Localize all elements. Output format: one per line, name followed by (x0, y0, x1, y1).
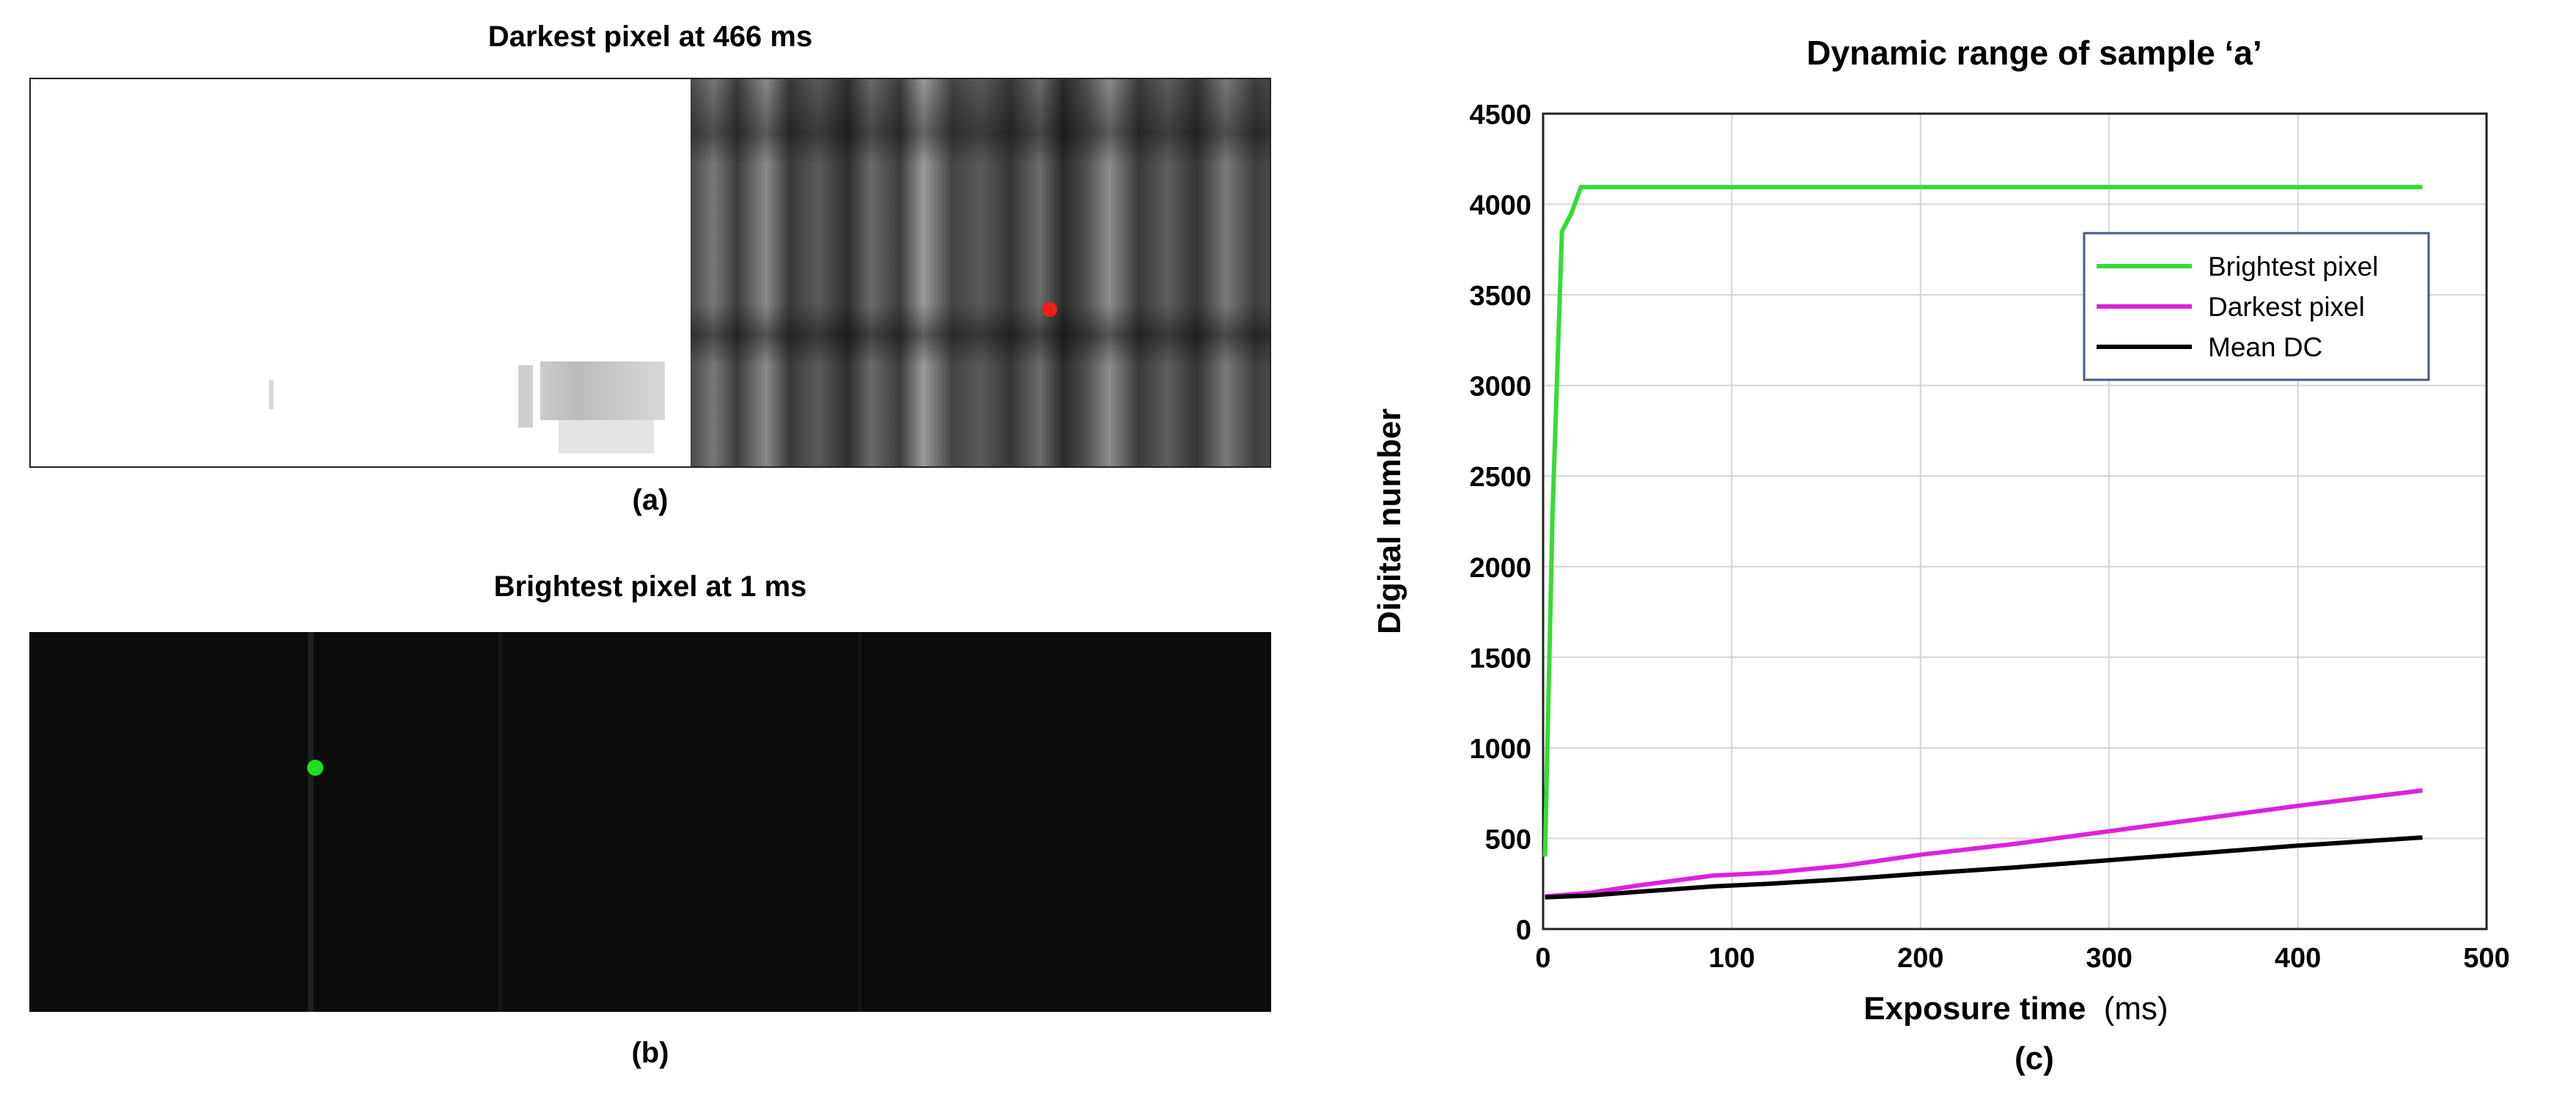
y-tick-label: 3500 (1469, 281, 1531, 312)
series-line-brightest-pixel (1542, 185, 2423, 857)
y-tick-label: 1000 (1469, 734, 1531, 765)
y-tick-label: 4500 (1469, 100, 1531, 131)
y-tick-label: 2000 (1469, 553, 1531, 584)
x-axis-label-name: Exposure time (1863, 991, 2086, 1027)
brightest-pixel-marker-layer (307, 760, 323, 776)
series-line-mean-dc (1545, 835, 2423, 900)
y-axis-label: Digital number (1372, 408, 1407, 634)
chart-title: Dynamic range of sample ‘a’ (1806, 34, 2262, 72)
x-axis-label: Exposure time (ms) (1863, 991, 2168, 1027)
x-tick-label: 100 (1709, 943, 1755, 974)
darkest-pixel-image (29, 78, 1271, 468)
panel-b-caption: (b) (631, 1037, 669, 1069)
x-tick-labels: 0 100 200 300 400 500 (1535, 943, 2509, 974)
y-tick-label: 4000 (1469, 191, 1531, 221)
x-axis-label-unit: (ms) (2104, 991, 2168, 1027)
chart-series (1542, 185, 2423, 900)
legend-label: Mean DC (2208, 332, 2322, 362)
x-tick-label: 300 (2086, 943, 2132, 974)
brightest-pixel-marker (307, 760, 323, 776)
y-tick-label: 1500 (1469, 643, 1531, 674)
darkest-pixel-marker (1042, 302, 1057, 317)
saturated-region (31, 79, 691, 466)
y-tick-label: 3000 (1469, 372, 1531, 403)
y-tick-label: 2500 (1469, 462, 1531, 493)
darkest-pixel-marker-layer (1042, 302, 1057, 317)
x-tick-label: 500 (2463, 943, 2509, 974)
panel-a-caption: (a) (632, 484, 669, 516)
x-tick-label: 200 (1897, 943, 1943, 974)
x-tick-label: 400 (2275, 943, 2321, 974)
legend-label: Darkest pixel (2208, 292, 2365, 322)
chart-legend: Brightest pixel Darkest pixel Mean DC (2083, 232, 2430, 381)
panel-c-caption: (c) (2014, 1040, 2054, 1076)
series-line-darkest-pixel (1545, 788, 2423, 899)
brightest-pixel-image (29, 632, 1271, 1012)
y-tick-label: 0 (1516, 915, 1531, 946)
legend-label: Brightest pixel (2208, 252, 2378, 282)
x-tick-label: 0 (1535, 943, 1550, 974)
dark-current-region (691, 79, 1270, 466)
panel-b-title: Brightest pixel at 1 ms (493, 570, 807, 603)
y-tick-labels: 0 500 1000 1500 2000 2500 3000 3500 4000 4500 (1469, 100, 1531, 946)
panel-a-title: Darkest pixel at 466 ms (487, 21, 813, 53)
plot-area-frame (1542, 112, 2488, 930)
y-tick-label: 500 (1485, 824, 1531, 855)
